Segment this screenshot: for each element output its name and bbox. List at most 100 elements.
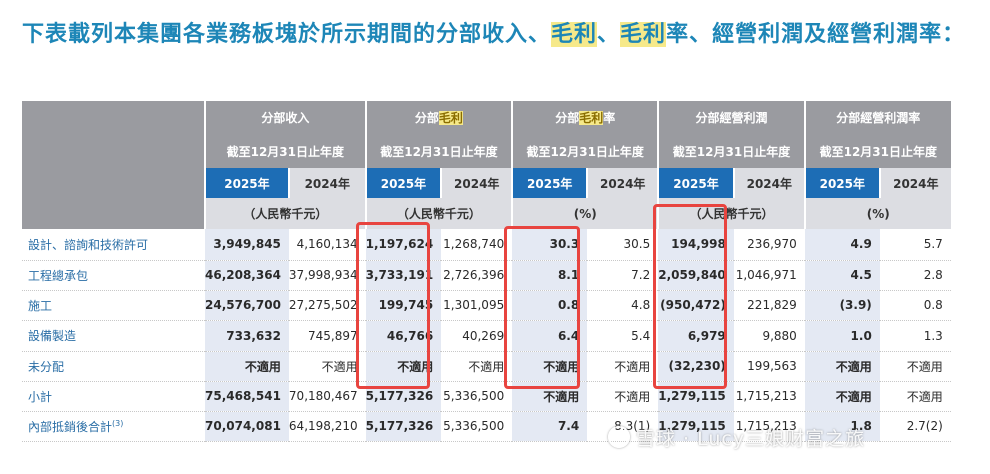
- row-label: 設計、諮詢和技術許可: [22, 229, 205, 261]
- table-cell: 0.8: [512, 290, 588, 321]
- unit-header: (%): [511, 198, 659, 229]
- period-header: 截至12月31日止年度: [204, 134, 366, 168]
- table-cell: 236,970: [733, 229, 805, 261]
- table-cell: 6.4: [512, 320, 588, 352]
- year-header-2024: 2024年: [586, 168, 659, 198]
- annotation-box-gross-profit: [356, 222, 430, 389]
- table-cell: 6,979: [658, 320, 734, 352]
- table-row: 內部抵銷後合計(3) 70,074,081 64,198,210 5,177,326 5…: [22, 411, 951, 442]
- table-cell: 70,180,467: [288, 381, 366, 412]
- table-cell: 不適用: [879, 381, 951, 412]
- table-cell: 不適用: [288, 351, 366, 382]
- table-cell: 3,949,845: [205, 229, 289, 261]
- row-header-blank: [22, 101, 205, 229]
- table-cell: 75,468,541: [205, 381, 289, 412]
- segment-table: 分部收入 分部毛利 分部毛利率 分部經營利潤 分部經營利潤率 截至12月31日止…: [22, 101, 951, 442]
- table-cell: 不適用: [587, 381, 659, 412]
- heading-text-1: 下表載列本集團各業務板塊於所示期間的分部收入、: [22, 22, 552, 47]
- table-cell: 4.9: [804, 229, 880, 261]
- table-cell: 5.4: [587, 320, 659, 352]
- period-header: 截至12月31日止年度: [364, 134, 513, 168]
- table-cell: 不適用: [441, 351, 513, 382]
- annotation-box-gross-margin: [504, 226, 580, 389]
- table-cell: 7.2: [587, 260, 659, 291]
- table-cell: 5,177,326: [365, 411, 442, 442]
- heading-highlight-gross-profit: 毛利: [551, 22, 598, 47]
- table-cell: 不適用: [587, 351, 659, 382]
- table-cell: 1,715,213: [733, 381, 805, 412]
- year-header-2024: 2024年: [287, 168, 366, 198]
- row-label: 未分配: [22, 351, 205, 382]
- table-cell: 不適用: [879, 351, 951, 382]
- table-cell: 5,336,500: [441, 381, 513, 412]
- table-cell: 27,275,502: [288, 290, 366, 321]
- table-cell: 733,632: [205, 320, 289, 352]
- table-cell: 37,998,934: [288, 260, 366, 291]
- table-cell: 1.8: [804, 411, 880, 442]
- table-cell: 40,269: [441, 320, 513, 352]
- table-cell: 9,880: [733, 320, 805, 352]
- table-cell: 不適用: [804, 351, 880, 382]
- table-cell: 221,829: [733, 290, 805, 321]
- table-cell: 4.8: [587, 290, 659, 321]
- table-cell: 46,208,364: [205, 260, 289, 291]
- table-cell: 30.5: [587, 229, 659, 261]
- unit-header: (%): [803, 198, 951, 229]
- table-cell: 不適用: [804, 381, 880, 412]
- group-header-segment-gross-profit: 分部毛利: [364, 101, 513, 134]
- year-header-2024: 2024年: [440, 168, 513, 198]
- unit-header: （人民幣千元）: [657, 198, 805, 229]
- table-row: 設計、諮詢和技術許可 3,949,845 4,160,134 1,197,624 1,2…: [22, 229, 951, 261]
- group-header-segment-gross-margin: 分部毛利率: [511, 101, 659, 134]
- table-row: 施工 24,576,700 27,275,502 199,745 1,301,095 0.…: [22, 290, 951, 321]
- heading-text-2: 、: [597, 22, 621, 47]
- table-row: 工程總承包 46,208,364 37,998,934 3,733,191 2,726,…: [22, 260, 951, 291]
- year-header-2025: 2025年: [511, 168, 588, 198]
- year-header-2025: 2025年: [364, 168, 442, 198]
- section-heading: 下表載列本集團各業務板塊於所示期間的分部收入、毛利、毛利率、經營利潤及經營利潤率…: [22, 14, 972, 56]
- row-label: 小計: [22, 381, 205, 412]
- row-label: 施工: [22, 290, 205, 321]
- table-cell: 70,074,081: [205, 411, 289, 442]
- table-cell: 4.5: [804, 260, 880, 291]
- table-cell: (950,472): [658, 290, 734, 321]
- table-cell: 194,998: [658, 229, 734, 261]
- year-header-2024: 2024年: [732, 168, 805, 198]
- table-cell: 8.1: [512, 260, 588, 291]
- year-header-2025: 2025年: [204, 168, 289, 198]
- table-cell: 5,336,500: [441, 411, 513, 442]
- year-header-2025: 2025年: [803, 168, 880, 198]
- year-header-2025: 2025年: [657, 168, 734, 198]
- period-header: 截至12月31日止年度: [803, 134, 951, 168]
- table-cell: 不適用: [205, 351, 289, 382]
- group-header-segment-operating-profit: 分部經營利潤: [657, 101, 805, 134]
- table-cell: 1,046,971: [733, 260, 805, 291]
- table-cell: (3.9): [804, 290, 880, 321]
- table-cell: 不適用: [512, 351, 588, 382]
- table-cell: (32,230): [658, 351, 734, 382]
- table-cell: 2,726,396: [441, 260, 513, 291]
- table-cell: 2,059,840: [658, 260, 734, 291]
- table-cell: 1.0: [804, 320, 880, 352]
- table-cell: 5.7: [879, 229, 951, 261]
- table-cell: 30.3: [512, 229, 588, 261]
- table-cell: 0.8: [879, 290, 951, 321]
- row-label: 工程總承包: [22, 260, 205, 291]
- table-row: 未分配 不適用 不適用 不適用 不適用 不適用 不適用 (32,230) 199,563 不適用不…: [22, 351, 951, 382]
- table-cell: 7.4: [512, 411, 588, 442]
- table-cell: 199,563: [733, 351, 805, 382]
- annotation-box-operating-profit: [653, 204, 727, 389]
- table-row: 小計 75,468,541 70,180,467 5,177,326 5,336,500…: [22, 381, 951, 412]
- group-header-segment-revenue: 分部收入: [204, 101, 366, 134]
- year-header-2024: 2024年: [878, 168, 951, 198]
- table-cell: 2.7(2): [879, 411, 951, 442]
- table-cell: 2.8: [879, 260, 951, 291]
- table-cell: 1,715,213: [733, 411, 805, 442]
- table-row: 設備製造 733,632 745,897 46,766 40,269 6.4 5.4 6,97…: [22, 320, 951, 352]
- table-cell: 1,279,115: [658, 411, 734, 442]
- group-header-segment-operating-margin: 分部經營利潤率: [803, 101, 951, 134]
- table-cell: 64,198,210: [288, 411, 366, 442]
- row-label: 內部抵銷後合計(3): [22, 411, 205, 442]
- table-cell: 4,160,134: [288, 229, 366, 261]
- heading-text-3: 率、經營利潤及經營利潤率：: [666, 22, 966, 47]
